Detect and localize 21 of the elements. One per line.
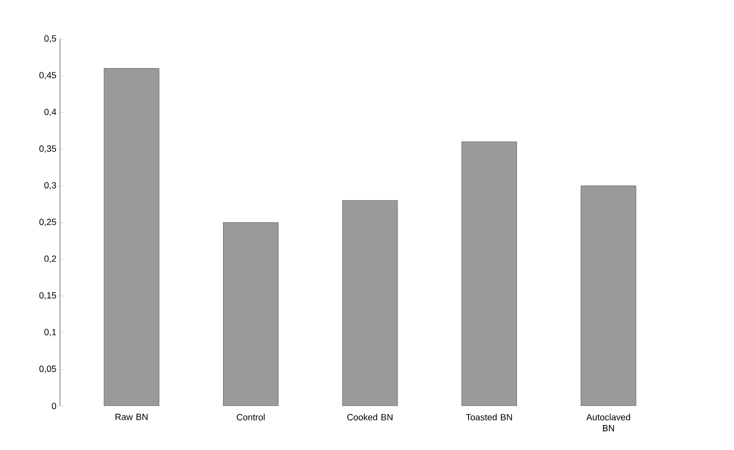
bar [342,200,398,406]
y-tick-label: 0,3 [44,182,56,190]
x-tick-label: Cooked BN [347,414,392,420]
y-tick-label: 0 [52,402,56,410]
x-tick-label: Autoclaved BN [586,414,630,432]
bar [223,222,278,406]
bar [104,68,160,406]
y-tick-label: 0,2 [44,255,56,263]
bar [462,142,517,406]
y-tick-label: 0,5 [44,35,56,43]
y-tick-label: 0,35 [39,145,56,153]
y-tick-label: 0,25 [39,218,56,226]
x-tick-label: Control [236,414,265,420]
y-tick-label: 0,4 [44,108,56,116]
bar [580,186,636,406]
y-tick-label: 0,1 [44,328,56,336]
x-tick-label: Raw BN [116,414,148,420]
y-tick-label: 0,15 [39,292,56,300]
y-tick-label: 0,45 [39,72,56,80]
x-tick-label: Toasted BN [466,414,512,420]
y-tick-label: 0,05 [39,366,56,373]
